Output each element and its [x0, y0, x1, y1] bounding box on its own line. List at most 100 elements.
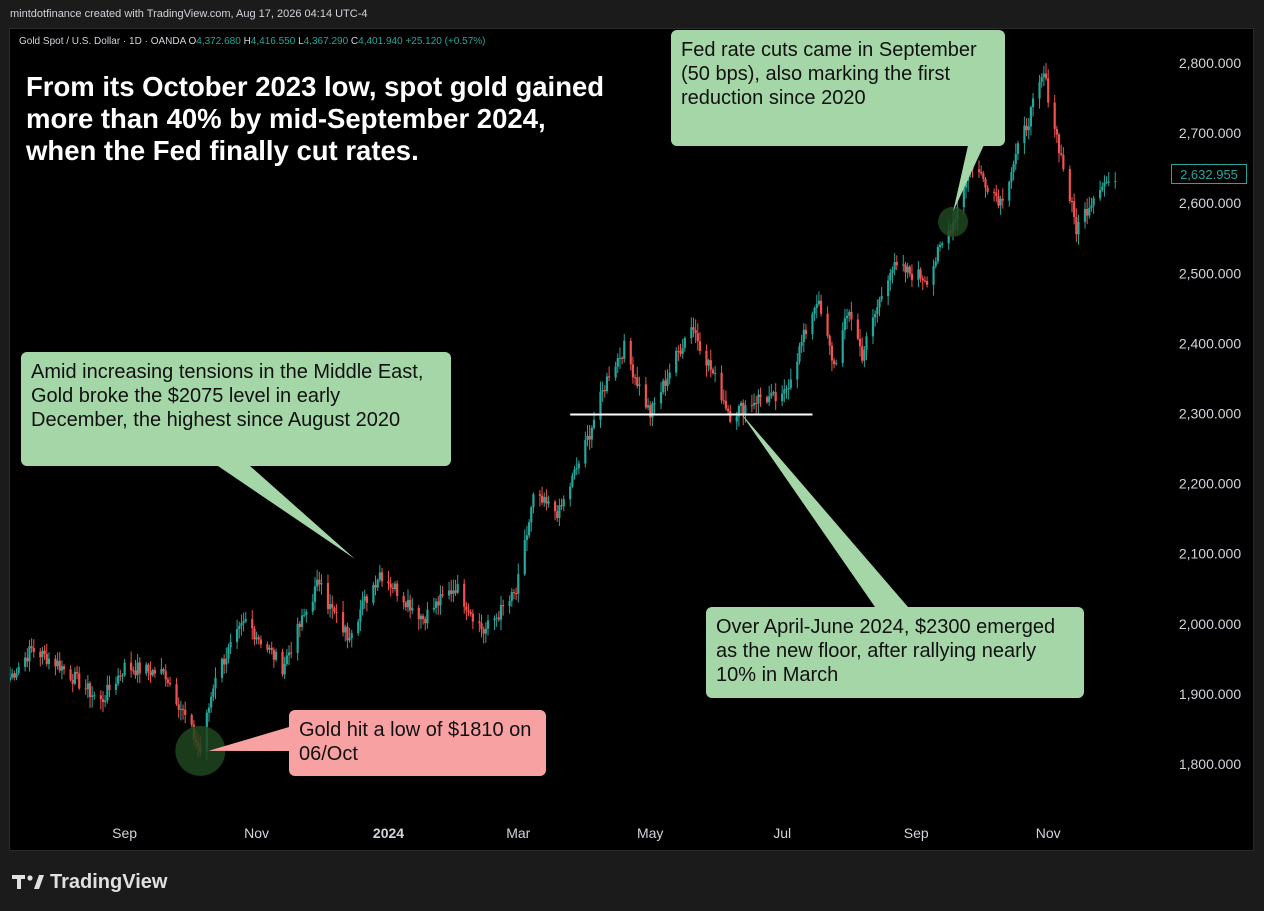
candle-body: [796, 361, 799, 380]
candle-body: [720, 372, 723, 401]
candle-body: [380, 572, 384, 582]
candle-body: [181, 708, 185, 710]
y-tick-label: 2,000.000: [1179, 616, 1241, 632]
candle-body: [58, 660, 61, 671]
candle-body: [1068, 169, 1071, 202]
candle-body: [683, 337, 686, 348]
candle-body: [770, 392, 773, 397]
floor-callout: Over April-June 2024, $2300 emerged as t…: [706, 607, 1084, 698]
candle-body: [17, 666, 20, 673]
candle-body: [921, 278, 924, 281]
candle-body: [1042, 73, 1045, 77]
candle-body: [543, 496, 546, 503]
candle-body: [238, 625, 241, 630]
candle-body: [361, 600, 364, 610]
change-value: +25.120 (+0.57%): [405, 36, 486, 47]
candle-body: [530, 507, 533, 523]
candle-body: [1077, 221, 1080, 235]
candle-body: [13, 673, 16, 678]
candle-body: [925, 281, 929, 285]
candle-body: [409, 599, 412, 611]
price-chart[interactable]: 1,800.000 1,900.000 2,000.000 2,100.000 2,20…: [10, 29, 1254, 851]
candle-body: [904, 264, 907, 273]
candle-body: [447, 590, 451, 596]
candle-body: [290, 652, 293, 654]
y-tick-label: 2,400.000: [1179, 335, 1241, 351]
candle-body: [229, 642, 232, 648]
candle-body: [220, 658, 224, 678]
chart-panel[interactable]: 1,800.000 1,900.000 2,000.000 2,100.000 2,20…: [9, 28, 1254, 851]
candle-body: [1029, 107, 1032, 127]
candle-body: [456, 583, 459, 593]
candle-body: [378, 572, 381, 580]
candle-body: [1027, 126, 1030, 131]
candle-body: [739, 402, 743, 406]
candle-body: [39, 651, 42, 658]
candle-body: [1012, 163, 1015, 173]
candle-body: [45, 653, 48, 664]
candle-body: [999, 198, 1002, 206]
candle-body: [878, 299, 881, 308]
candle-body: [240, 623, 243, 626]
fed-cut-callout: Fed rate cuts came in September (50 bps)…: [671, 30, 1005, 146]
high-label: H: [243, 36, 251, 47]
y-tick-label: 2,800.000: [1179, 55, 1241, 71]
y-tick-label: 2,600.000: [1179, 195, 1241, 211]
candle-body: [1103, 182, 1106, 187]
candle-body: [99, 695, 102, 700]
candle-body: [1083, 208, 1087, 222]
y-axis: 1,800.000 1,900.000 2,000.000 2,100.000 2,20…: [1179, 55, 1241, 772]
candle-body: [145, 664, 148, 674]
candle-body: [41, 650, 44, 658]
tradingview-logo-icon: [12, 875, 44, 889]
candle-body: [469, 612, 472, 614]
candle-body: [906, 266, 909, 273]
candle-body: [62, 666, 66, 670]
candle-body: [28, 646, 31, 662]
candle-body: [365, 596, 368, 603]
candle-body: [346, 626, 349, 641]
candle-body: [11, 673, 14, 678]
candle-body: [605, 376, 609, 392]
candle-body: [917, 269, 920, 280]
candle-body: [726, 408, 730, 412]
candle-body: [947, 230, 950, 244]
candle-body: [15, 672, 18, 678]
candle-body: [891, 269, 894, 273]
candle-body: [1016, 143, 1020, 154]
candle-body: [1107, 181, 1110, 183]
close-label: C: [350, 36, 359, 47]
y-tick-label: 2,500.000: [1179, 265, 1241, 281]
candle-body: [298, 623, 301, 627]
current-price-tag: 2,632.955: [1171, 164, 1247, 184]
candle-body: [303, 614, 306, 616]
candle-body: [659, 392, 663, 404]
candle-body: [242, 621, 245, 624]
candle-body: [826, 313, 829, 336]
candle-body: [32, 647, 35, 652]
candle-body: [270, 647, 273, 650]
candle-body: [525, 535, 529, 540]
candle-body: [636, 377, 639, 387]
candle-body: [934, 261, 937, 267]
candle-body: [887, 280, 890, 297]
candle-body: [227, 647, 230, 659]
candle-body: [848, 311, 851, 316]
candle-body: [553, 501, 557, 512]
candle-body: [1040, 76, 1043, 82]
chart-attribution: mintdotfinance created with TradingView.…: [10, 8, 368, 20]
candle-body: [190, 714, 193, 725]
y-tick-label: 1,800.000: [1179, 756, 1241, 772]
candle-body: [936, 247, 939, 262]
candle-body: [815, 304, 818, 308]
candle-body: [785, 389, 788, 391]
candle-body: [1023, 125, 1026, 144]
low-value: 4,367.290: [303, 36, 349, 47]
candle-body: [71, 679, 74, 684]
candle-body: [941, 243, 944, 245]
candle-body: [646, 405, 650, 408]
candle-body: [1092, 198, 1095, 206]
candle-body: [800, 341, 803, 347]
footer-brand: TradingView: [12, 868, 167, 896]
candle-body: [463, 583, 466, 607]
